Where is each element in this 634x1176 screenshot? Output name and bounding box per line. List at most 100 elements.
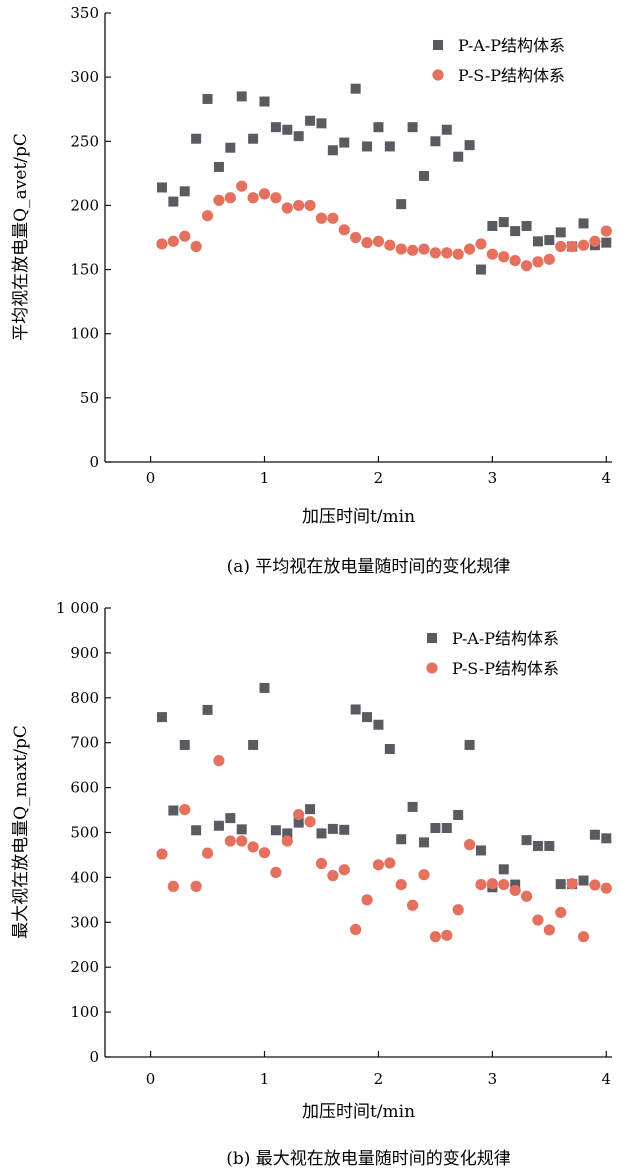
x-tick-label: 0 [146, 1070, 156, 1088]
data-point-square [407, 122, 418, 133]
data-point-square [521, 835, 532, 846]
data-point-square [407, 801, 418, 812]
data-point-circle [350, 231, 362, 244]
data-point-circle [566, 878, 578, 890]
legend-label: P-A-P结构体系 [452, 629, 559, 648]
data-point-square [259, 682, 270, 693]
data-point-square [327, 823, 338, 834]
data-point-circle [293, 808, 305, 821]
data-point-square [601, 237, 612, 248]
data-point-circle [395, 243, 407, 255]
data-point-square [453, 151, 464, 162]
data-point-circle [156, 848, 168, 860]
data-point-square [555, 227, 566, 238]
y-axis-title: 最大视在放电量Q_maxt/pC [11, 725, 31, 939]
legend-marker-square [427, 633, 437, 643]
data-point-square [430, 136, 441, 147]
data-point-circle [281, 202, 293, 214]
data-point-circle [543, 924, 555, 936]
data-point-circle [441, 929, 453, 941]
data-point-circle [315, 857, 328, 870]
legend-label: P-A-P结构体系 [458, 36, 565, 55]
y-tick-label: 700 [70, 734, 99, 752]
data-point-square [601, 833, 612, 844]
data-point-circle [452, 904, 464, 916]
data-point-circle [179, 804, 191, 816]
figure-caption: (a) 平均视在放电量随时间的变化规律 [227, 557, 511, 577]
data-point-circle [167, 880, 179, 892]
data-point-square [362, 712, 373, 723]
data-point-square [396, 199, 407, 210]
legend-marker-square [433, 40, 443, 50]
data-point-square [475, 264, 486, 275]
data-point-square [236, 824, 247, 835]
data-point-circle [201, 847, 214, 859]
data-point-square [350, 704, 361, 715]
data-point-square [339, 137, 350, 148]
data-point-circle [577, 239, 590, 251]
data-point-square [578, 218, 589, 229]
data-point-circle [566, 240, 578, 253]
data-point-square [191, 133, 202, 144]
data-point-square [441, 823, 452, 834]
data-point-square [544, 840, 555, 851]
data-point-circle [509, 254, 521, 267]
data-point-circle [236, 180, 248, 192]
data-point-circle [407, 899, 419, 911]
data-point-square [578, 875, 589, 886]
data-point-square [202, 704, 213, 715]
data-point-circle [190, 880, 202, 892]
data-point-circle [236, 835, 248, 847]
data-point-circle [315, 212, 328, 224]
data-point-circle [452, 248, 464, 260]
data-point-square [419, 170, 430, 181]
data-point-circle [281, 835, 293, 847]
x-axis-title: 加压时间t/min [302, 1102, 415, 1122]
x-tick-label: 1 [260, 1070, 270, 1088]
data-point-square [305, 115, 316, 126]
data-point-circle [407, 244, 419, 256]
data-point-square [327, 145, 338, 156]
data-point-circle [293, 199, 305, 212]
data-point-square [168, 805, 179, 816]
data-point-square [498, 217, 509, 228]
data-point-circle [532, 256, 544, 268]
data-point-circle [555, 240, 567, 253]
y-tick-label: 600 [70, 779, 99, 797]
data-point-square [350, 83, 361, 94]
data-point-circle [577, 931, 590, 943]
data-point-circle [372, 235, 385, 247]
data-point-circle [589, 235, 601, 247]
data-point-circle [190, 240, 202, 253]
data-point-square [305, 804, 316, 815]
data-point-circle [600, 882, 612, 894]
data-point-square [225, 142, 236, 153]
data-point-square [282, 124, 293, 135]
data-point-circle [167, 235, 179, 247]
data-point-circle [520, 260, 533, 272]
data-point-circle [361, 237, 373, 249]
data-point-square [213, 161, 224, 172]
y-tick-label: 150 [70, 261, 99, 279]
data-point-circle [247, 192, 259, 204]
x-tick-label: 4 [602, 1070, 612, 1088]
data-point-square [282, 828, 293, 839]
legend-marker-circle [426, 662, 438, 674]
data-point-circle [589, 879, 601, 891]
data-point-circle [270, 192, 282, 204]
data-point-square [179, 739, 190, 750]
data-point-circle [384, 239, 396, 251]
data-point-square [156, 712, 167, 723]
data-point-circle [338, 864, 350, 876]
data-point-square [202, 93, 213, 104]
figure-caption: (b) 最大视在放电量随时间的变化规律 [226, 1149, 511, 1169]
data-point-square [270, 122, 281, 133]
data-point-square [373, 719, 384, 730]
data-point-circle [247, 841, 259, 853]
data-point-square [213, 820, 224, 831]
x-tick-label: 2 [374, 1070, 384, 1088]
data-point-circle [304, 816, 316, 828]
data-point-square [293, 131, 304, 142]
data-point-circle [224, 192, 236, 204]
chart-panel-b: 0 100 200 300 400 500 600 700 800 900 1 000 0 1 2 3 4 加压… [11, 599, 612, 1169]
